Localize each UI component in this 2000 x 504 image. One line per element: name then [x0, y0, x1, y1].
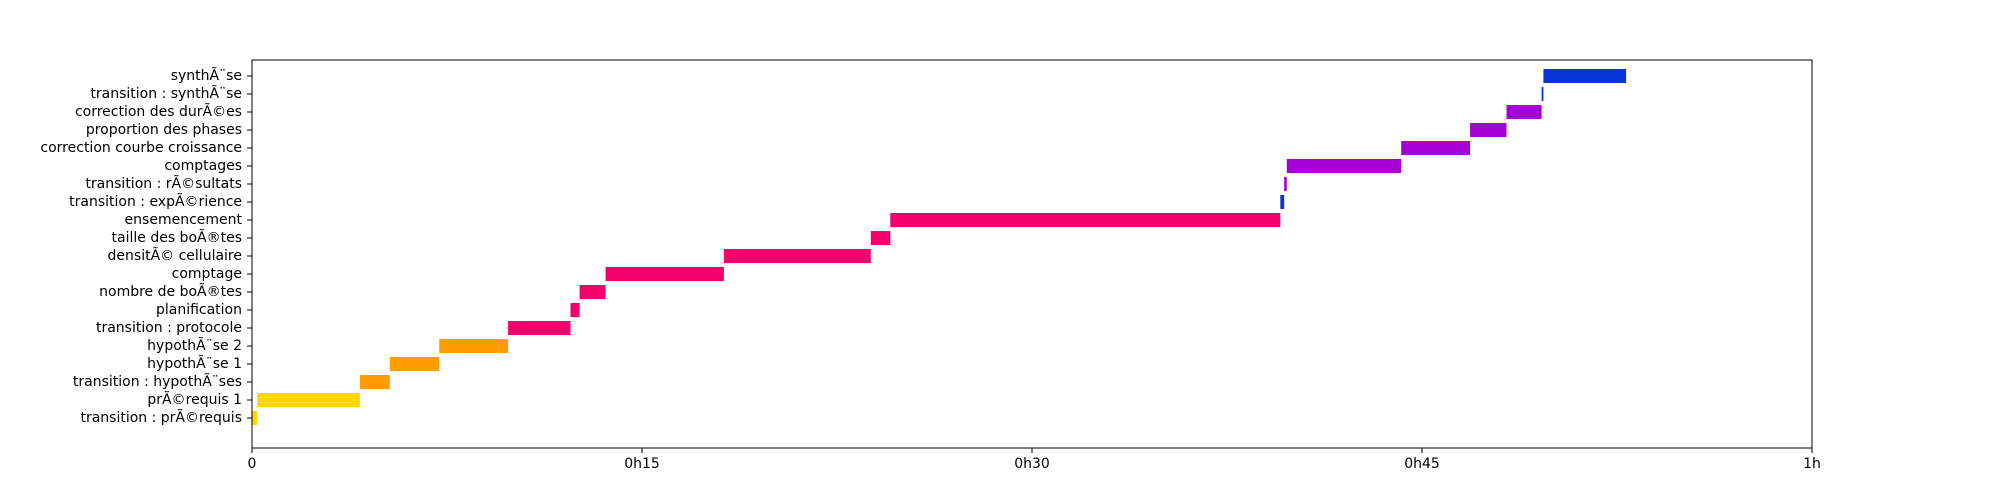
y-tick-label: densitÃ© cellulaire: [108, 247, 242, 264]
x-tick-label: 0h30: [1014, 456, 1050, 472]
gantt-bar: [1280, 195, 1285, 209]
y-tick-label: ensemencement: [125, 212, 243, 228]
y-tick-label: transition : synthÃ¨se: [90, 85, 242, 102]
gantt-bar: [1470, 123, 1507, 137]
y-tick-label: hypothÃ¨se 1: [147, 355, 242, 372]
gantt-bar: [1286, 159, 1402, 173]
gantt-bar: [870, 231, 891, 245]
y-tick-label: transition : hypothÃ¨ses: [73, 373, 242, 390]
y-tick-label: transition : rÃ©sultats: [85, 175, 242, 192]
gantt-bar: [252, 411, 258, 425]
y-tick-label: synthÃ¨se: [171, 67, 242, 84]
gantt-bar: [1506, 105, 1542, 119]
gantt-bar: [257, 393, 360, 407]
x-tick-label: 0h15: [624, 456, 660, 472]
gantt-bar: [1543, 69, 1627, 83]
gantt-bar: [570, 303, 580, 317]
y-tick-label: comptage: [172, 266, 242, 282]
y-tick-label: nombre de boÃ®tes: [99, 283, 242, 300]
y-tick-label: planification: [156, 302, 242, 318]
y-tick-label: correction courbe croissance: [40, 140, 242, 156]
y-tick-label: transition : protocole: [96, 320, 242, 336]
gantt-bar: [359, 375, 390, 389]
gantt-bar: [1284, 177, 1287, 191]
gantt-bar: [579, 285, 606, 299]
plot-frame: [251, 59, 1813, 449]
y-tick-label: taille des boÃ®tes: [112, 229, 242, 246]
y-tick-label: proportion des phases: [86, 122, 242, 138]
y-tick-label: transition : expÃ©rience: [69, 193, 242, 210]
y-tick-label: comptages: [164, 158, 242, 174]
gantt-bar: [389, 357, 440, 371]
gantt-bar: [1401, 141, 1471, 155]
x-tick-label: 1h: [1803, 456, 1821, 472]
gantt-bar: [439, 339, 509, 353]
gantt-bar: [1541, 87, 1544, 101]
x-tick-label: 0: [248, 456, 257, 472]
gantt-bar: [508, 321, 571, 335]
y-tick-label: prÃ©requis 1: [147, 391, 242, 408]
y-tick-label: hypothÃ¨se 2: [147, 337, 242, 354]
y-tick-label: correction des durÃ©es: [75, 103, 242, 120]
y-tick-label: transition : prÃ©requis: [80, 409, 242, 426]
gantt-bar: [723, 249, 871, 263]
gantt-bar: [890, 213, 1281, 227]
bars-layer: [252, 69, 1627, 425]
x-tick-label: 0h45: [1404, 456, 1440, 472]
gantt-bar: [605, 267, 724, 281]
x-axis: 0 0h15 0h30 0h45 1h: [248, 448, 1821, 472]
